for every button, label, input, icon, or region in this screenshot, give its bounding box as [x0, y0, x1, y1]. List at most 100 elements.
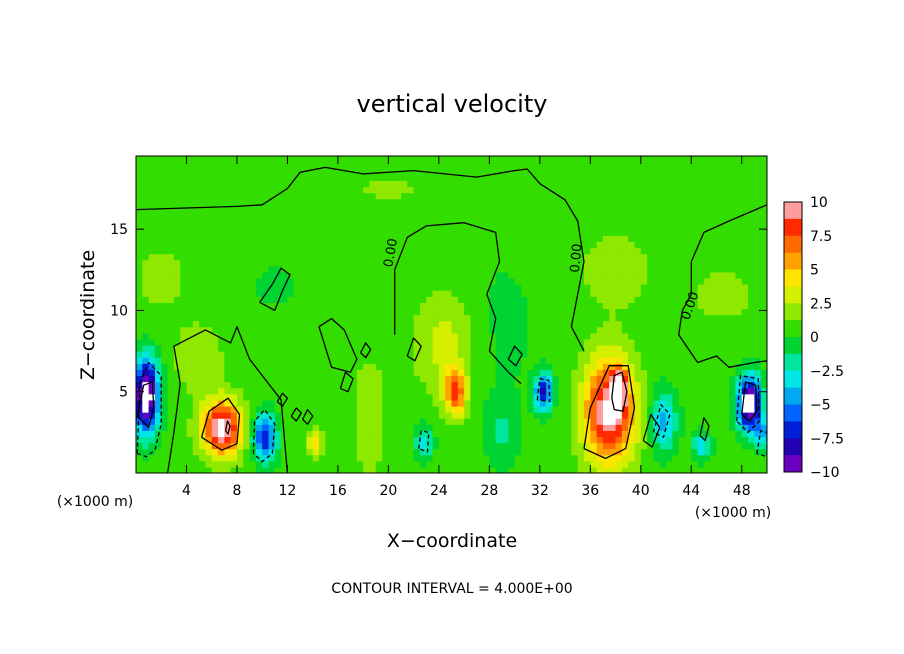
field-cell — [224, 320, 232, 328]
field-cell — [659, 174, 667, 181]
field-cell — [407, 412, 415, 419]
field-cell — [539, 174, 547, 181]
field-cell — [609, 344, 617, 352]
field-cell — [659, 399, 667, 407]
field-cell — [218, 381, 225, 389]
field-cell — [729, 216, 737, 224]
field-cell — [401, 216, 408, 224]
field-cell — [508, 247, 516, 255]
field-cell — [318, 253, 326, 261]
field-cell — [356, 198, 364, 206]
field-cell — [470, 399, 478, 407]
field-cell — [394, 210, 402, 218]
field-cell — [218, 180, 225, 188]
field-cell — [615, 326, 623, 334]
field-cell — [413, 247, 421, 255]
field-cell — [571, 168, 579, 175]
field-cell — [640, 448, 648, 456]
field-cell — [470, 320, 478, 328]
field-cell — [647, 174, 655, 181]
field-cell — [457, 387, 465, 395]
field-cell — [382, 412, 389, 419]
field-cell — [426, 192, 434, 200]
field-cell — [350, 216, 358, 224]
field-cell — [369, 174, 377, 181]
field-cell — [173, 198, 181, 206]
field-cell — [325, 198, 333, 206]
field-cell — [325, 229, 333, 236]
field-cell — [577, 332, 585, 340]
field-cell — [451, 168, 459, 175]
field-cell — [495, 192, 503, 200]
field-cell — [508, 418, 516, 425]
field-cell — [337, 418, 345, 425]
field-cell — [445, 284, 453, 291]
field-cell — [527, 393, 535, 401]
field-cell — [173, 216, 181, 224]
field-cell — [697, 424, 705, 431]
field-cell — [565, 430, 572, 438]
field-cell — [596, 369, 604, 377]
field-cell — [508, 253, 516, 261]
field-cell — [640, 466, 648, 473]
field-cell — [514, 381, 522, 389]
field-cell — [659, 296, 667, 303]
field-cell — [609, 418, 617, 425]
field-cell — [445, 387, 453, 395]
field-cell — [653, 290, 661, 297]
field-cell — [407, 296, 415, 303]
field-cell — [546, 466, 554, 473]
field-cell — [647, 235, 655, 242]
field-cell — [476, 418, 484, 425]
field-cell — [243, 216, 251, 224]
field-cell — [382, 180, 389, 188]
field-cell — [382, 302, 389, 310]
field-cell — [558, 259, 566, 267]
field-cell — [401, 466, 408, 473]
field-cell — [161, 186, 169, 194]
field-cell — [584, 357, 591, 364]
field-cell — [590, 204, 598, 212]
field-cell — [495, 320, 503, 328]
field-cell — [142, 253, 150, 261]
field-cell — [539, 387, 547, 395]
field-cell — [224, 454, 232, 462]
field-cell — [558, 302, 566, 310]
field-cell — [192, 387, 200, 395]
field-cell — [312, 308, 320, 316]
field-cell — [476, 216, 484, 224]
field-cell — [236, 247, 244, 255]
field-cell — [344, 375, 352, 383]
field-cell — [161, 351, 169, 358]
field-cell — [577, 399, 585, 407]
field-cell — [268, 375, 276, 383]
field-cell — [318, 216, 326, 224]
field-cell — [394, 448, 402, 456]
field-cell — [407, 424, 415, 431]
field-cell — [293, 357, 301, 364]
field-cell — [312, 302, 320, 310]
field-cell — [401, 412, 408, 419]
field-cell — [268, 332, 276, 340]
field-cell — [457, 296, 465, 303]
field-cell — [382, 424, 389, 431]
field-cell — [546, 448, 554, 456]
field-cell — [394, 314, 402, 322]
field-cell — [205, 338, 213, 346]
field-cell — [268, 290, 276, 297]
field-cell — [356, 277, 364, 285]
field-cell — [268, 338, 276, 346]
field-cell — [514, 265, 522, 273]
field-cell — [363, 247, 371, 255]
field-cell — [533, 399, 541, 407]
field-cell — [684, 393, 692, 401]
field-cell — [691, 320, 699, 328]
field-cell — [577, 320, 585, 328]
field-cell — [224, 210, 232, 218]
field-cell — [520, 363, 528, 370]
field-cell — [590, 259, 598, 267]
field-cell — [470, 466, 478, 473]
field-cell — [211, 448, 219, 456]
field-cell — [640, 351, 648, 358]
field-cell — [678, 332, 686, 340]
